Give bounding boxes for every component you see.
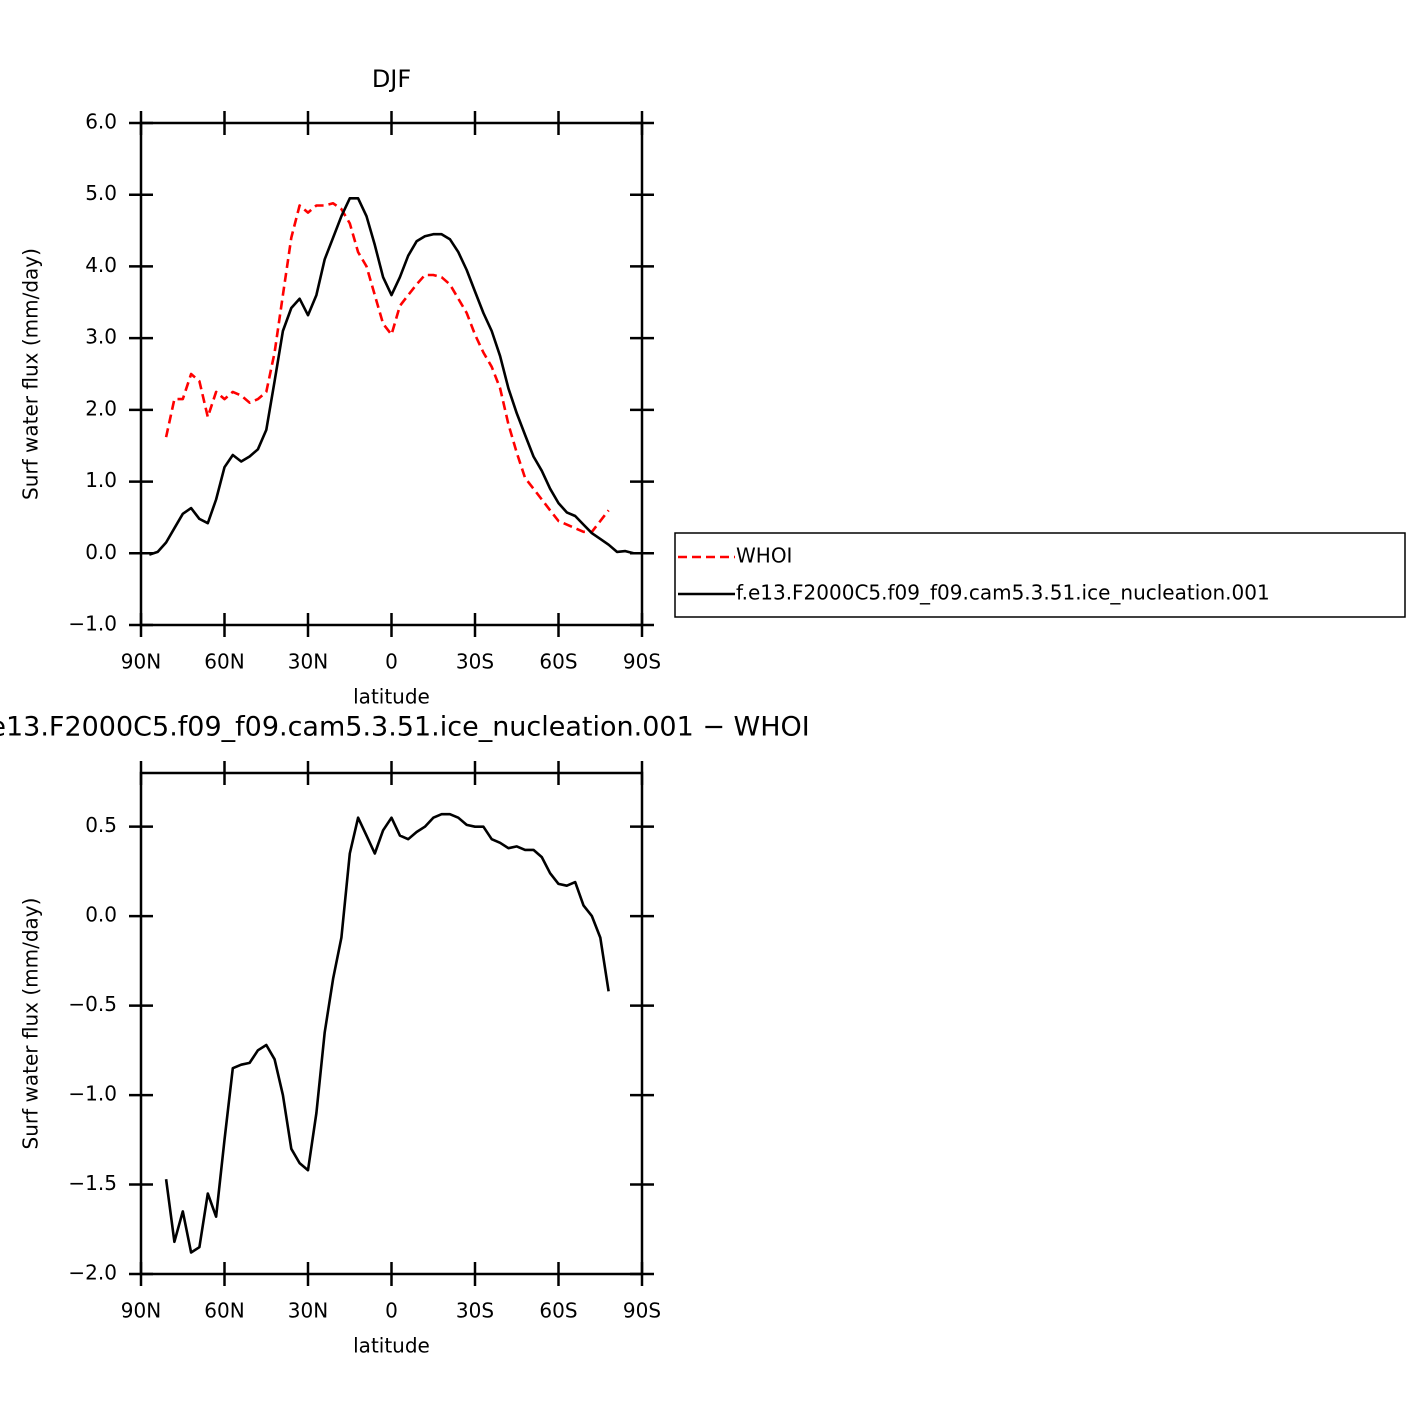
chart-title: DJF — [372, 65, 411, 93]
y-tick-label: 3.0 — [85, 325, 117, 349]
y-tick-label: 4.0 — [85, 253, 117, 277]
y-axis-label: Surf water flux (mm/day) — [19, 898, 43, 1150]
x-tick-label: 60S — [539, 1299, 577, 1323]
plot-frame — [139, 771, 644, 1276]
x-tick-label: 30S — [456, 1299, 494, 1323]
legend-label: WHOI — [736, 544, 792, 568]
x-tick-label: 60N — [204, 650, 244, 674]
chart-title: f.e13.F2000C5.f09_f09.cam5.3.51.ice_nucl… — [0, 712, 810, 743]
y-tick-label: 6.0 — [85, 110, 117, 134]
y-tick-label: 0.0 — [85, 903, 117, 927]
y-tick-label: −1.5 — [68, 1171, 117, 1195]
y-tick-label: −2.0 — [68, 1261, 117, 1285]
x-tick-label: 60N — [204, 1299, 244, 1323]
data-line — [164, 812, 610, 1254]
x-tick-label: 30N — [288, 1299, 328, 1323]
y-tick-label: 2.0 — [85, 396, 117, 420]
legend-box — [674, 532, 1406, 618]
x-tick-label: 90N — [121, 650, 161, 674]
y-tick-label: −1.0 — [68, 612, 117, 636]
x-tick-label: 60S — [539, 650, 577, 674]
x-tick-label: 90S — [623, 1299, 661, 1323]
plot-frame — [139, 121, 644, 627]
x-tick-label: 0 — [385, 650, 398, 674]
x-tick-label: 90S — [623, 650, 661, 674]
y-tick-label: 5.0 — [85, 181, 117, 205]
y-axis-label: Surf water flux (mm/day) — [19, 248, 43, 500]
x-tick-label: 30N — [288, 650, 328, 674]
x-tick-label: 90N — [121, 1299, 161, 1323]
y-tick-label: 0.0 — [85, 540, 117, 564]
data-line — [164, 202, 610, 534]
y-tick-label: 0.5 — [85, 813, 117, 837]
x-axis-label: latitude — [353, 685, 430, 709]
x-tick-label: 0 — [385, 1299, 398, 1323]
y-tick-label: 1.0 — [85, 468, 117, 492]
legend-label: f.e13.F2000C5.f09_f09.cam5.3.51.ice_nucl… — [736, 581, 1270, 605]
x-tick-label: 30S — [456, 650, 494, 674]
y-tick-label: −1.0 — [68, 1082, 117, 1106]
y-tick-label: −0.5 — [68, 992, 117, 1016]
x-axis-label: latitude — [353, 1334, 430, 1358]
data-line — [148, 197, 634, 556]
